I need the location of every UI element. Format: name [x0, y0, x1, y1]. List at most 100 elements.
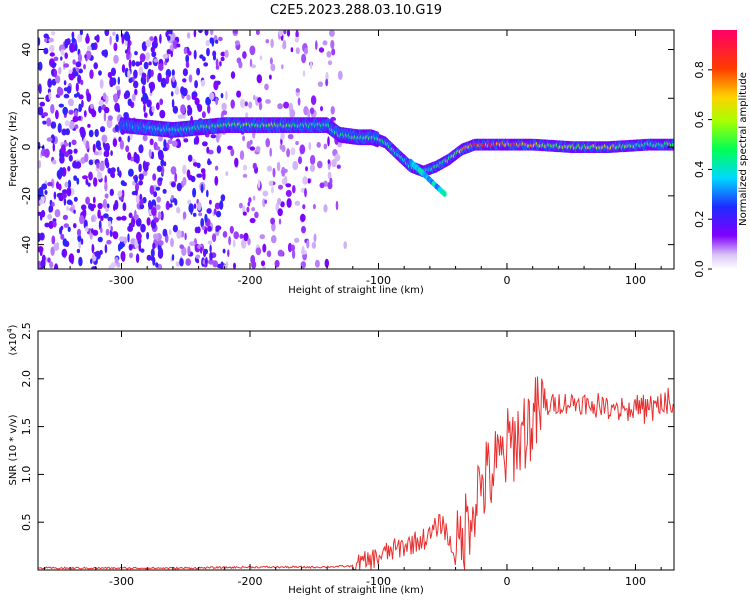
- noise-speckle: [327, 171, 332, 180]
- noise-speckle: [58, 87, 64, 96]
- noise-speckle: [62, 193, 67, 199]
- ridge-branch: [442, 190, 447, 197]
- noise-speckle: [155, 204, 161, 210]
- noise-speckle: [185, 61, 190, 68]
- noise-speckle: [249, 217, 256, 224]
- noise-speckle: [58, 66, 62, 75]
- noise-speckle: [79, 126, 86, 135]
- noise-speckle: [215, 58, 219, 68]
- noise-speckle: [265, 138, 271, 148]
- noise-speckle: [192, 162, 199, 167]
- noise-speckle: [166, 49, 171, 55]
- noise-speckle: [187, 245, 191, 256]
- noise-speckle: [91, 243, 95, 254]
- x-tick-label: 100: [625, 575, 646, 588]
- noise-speckle: [182, 176, 187, 186]
- noise-speckle: [125, 145, 130, 153]
- noise-speckle: [185, 258, 191, 266]
- noise-speckle: [39, 249, 43, 257]
- noise-speckle: [202, 170, 206, 181]
- noise-speckle: [38, 37, 41, 46]
- noise-speckle: [309, 164, 316, 173]
- noise-speckle: [69, 42, 75, 53]
- noise-speckle: [295, 30, 299, 39]
- noise-speckle: [187, 154, 193, 162]
- noise-speckle: [168, 229, 172, 236]
- noise-speckle: [105, 228, 110, 236]
- noise-speckle: [241, 238, 247, 249]
- noise-speckle: [294, 36, 299, 43]
- noise-speckle: [74, 43, 78, 52]
- noise-speckle: [323, 143, 328, 150]
- noise-speckle: [278, 218, 282, 225]
- noise-speckle: [43, 47, 49, 55]
- noise-speckle: [148, 200, 152, 210]
- noise-speckle: [201, 111, 206, 119]
- noise-speckle: [181, 246, 187, 256]
- noise-speckle: [193, 49, 197, 60]
- noise-speckle: [52, 220, 57, 228]
- noise-speckle: [159, 98, 164, 106]
- noise-speckle: [195, 254, 201, 259]
- noise-speckle: [140, 97, 144, 102]
- noise-speckle: [81, 204, 87, 211]
- noise-speckle: [149, 138, 154, 146]
- noise-speckle: [258, 101, 263, 111]
- noise-speckle: [197, 201, 202, 211]
- noise-speckle: [319, 182, 325, 189]
- noise-speckle: [63, 87, 69, 92]
- noise-speckle: [209, 244, 212, 253]
- noise-speckle: [122, 182, 127, 187]
- noise-speckle: [234, 157, 239, 168]
- noise-speckle: [121, 34, 125, 45]
- noise-speckle: [62, 238, 68, 247]
- noise-speckle: [38, 83, 42, 92]
- noise-speckle: [78, 256, 83, 267]
- noise-speckle: [44, 148, 50, 158]
- noise-speckle: [249, 146, 256, 151]
- noise-speckle: [78, 68, 83, 74]
- noise-speckle: [301, 245, 305, 255]
- noise-speckle: [134, 239, 138, 249]
- noise-speckle: [329, 30, 335, 37]
- noise-speckle: [66, 206, 69, 211]
- noise-speckle: [299, 144, 306, 155]
- y-tick-label: -20: [20, 187, 33, 205]
- noise-speckle: [62, 189, 68, 195]
- noise-speckle: [107, 115, 113, 121]
- noise-speckle: [79, 214, 85, 225]
- noise-speckle: [72, 67, 77, 78]
- noise-speckle: [90, 228, 94, 234]
- noise-speckle: [163, 139, 167, 149]
- noise-speckle: [67, 165, 71, 172]
- noise-speckle: [76, 177, 80, 185]
- noise-speckle: [309, 107, 315, 115]
- noise-speckle: [39, 199, 43, 205]
- noise-speckle: [146, 74, 149, 83]
- noise-speckle: [104, 182, 108, 192]
- noise-speckle: [243, 232, 249, 242]
- noise-speckle: [271, 222, 276, 232]
- noise-speckle: [171, 254, 175, 261]
- noise-speckle: [77, 33, 83, 43]
- noise-speckle: [156, 165, 163, 173]
- noise-speckle: [209, 92, 215, 101]
- noise-speckle: [316, 142, 321, 148]
- noise-speckle: [255, 146, 261, 153]
- noise-speckle: [44, 38, 48, 43]
- noise-speckle: [83, 110, 87, 118]
- noise-speckle: [323, 204, 328, 213]
- noise-speckle: [303, 47, 308, 55]
- noise-speckle: [176, 182, 182, 192]
- noise-speckle: [38, 61, 43, 71]
- noise-speckle: [73, 148, 78, 154]
- noise-speckle: [166, 35, 171, 41]
- noise-speckle: [192, 187, 197, 198]
- spectrogram-frame: [37, 29, 675, 270]
- noise-speckle: [193, 30, 197, 38]
- noise-speckle: [309, 61, 313, 70]
- noise-speckle: [194, 226, 199, 234]
- ridge-core: [671, 143, 674, 148]
- noise-speckle: [128, 77, 133, 84]
- noise-speckle: [277, 208, 283, 217]
